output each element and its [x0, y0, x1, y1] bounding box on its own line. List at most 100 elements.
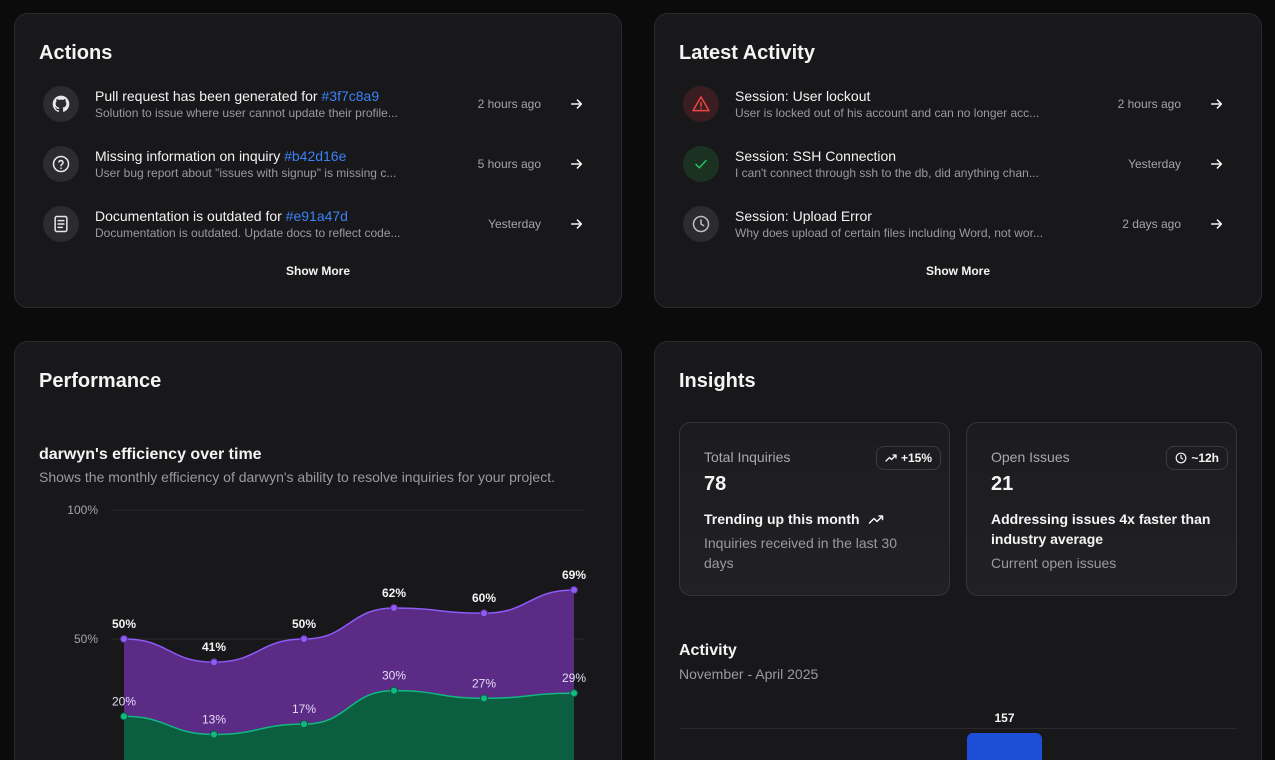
trending-up-icon	[868, 515, 883, 524]
activity-row-ssh-connection[interactable]: Session: SSH Connection I can't connect …	[679, 142, 1237, 186]
action-row-documentation[interactable]: Documentation is outdated for #e91a47d D…	[39, 202, 597, 246]
data-label-upper: 41%	[202, 640, 226, 654]
check-icon	[683, 146, 719, 182]
action-subtitle: Documentation is outdated. Update docs t…	[95, 226, 401, 240]
activity-subtitle: I can't connect through ssh to the db, d…	[735, 166, 1039, 180]
stat-label: Total Inquiries	[704, 449, 791, 465]
data-point-upper	[480, 609, 488, 618]
data-label-upper: 69%	[562, 568, 586, 582]
data-label-lower: 27%	[472, 676, 496, 690]
activity-row-user-lockout[interactable]: Session: User lockout User is locked out…	[679, 82, 1237, 126]
actions-card: Actions Pull request has been generated …	[14, 13, 622, 308]
activity-show-more-button[interactable]: Show More	[925, 264, 990, 278]
action-title: Missing information on inquiry #b42d16e	[95, 148, 347, 164]
data-label-lower: 17%	[292, 702, 316, 716]
arrow-right-icon[interactable]	[1207, 154, 1227, 174]
data-point-upper	[120, 635, 128, 643]
performance-card: Performance darwyn's efficiency over tim…	[14, 341, 622, 760]
line-series-upper	[123, 589, 575, 663]
actions-show-more-button[interactable]: Show More	[285, 264, 350, 278]
data-point-upper	[570, 585, 578, 594]
activity-chart-gridline	[679, 728, 1237, 729]
data-label-upper: 62%	[382, 586, 406, 600]
action-time: Yesterday	[488, 217, 541, 231]
insights-card: Insights Total Inquiries +15% 78 Trendin…	[654, 341, 1262, 760]
commit-link[interactable]: #e91a47d	[285, 208, 348, 224]
activity-row-upload-error[interactable]: Session: Upload Error Why does upload of…	[679, 202, 1237, 246]
action-row-pull-request[interactable]: Pull request has been generated for #3f7…	[39, 82, 597, 126]
chart-title: darwyn's efficiency over time	[39, 446, 262, 463]
activity-subtitle: User is locked out of his account and ca…	[735, 106, 1040, 120]
arrow-right-icon[interactable]	[567, 94, 587, 114]
arrow-right-icon[interactable]	[567, 154, 587, 174]
trending-up-icon	[885, 454, 897, 462]
actions-title: Actions	[39, 42, 113, 64]
question-icon	[43, 146, 79, 182]
latest-activity-title: Latest Activity	[679, 42, 815, 64]
data-point-lower	[480, 694, 488, 703]
activity-time: 2 days ago	[1122, 217, 1181, 231]
clock-icon	[1175, 452, 1187, 464]
data-point-lower	[300, 720, 308, 729]
data-label-lower: 29%	[562, 671, 586, 685]
activity-time: Yesterday	[1128, 157, 1181, 171]
action-subtitle: Solution to issue where user cannot upda…	[95, 106, 398, 120]
activity-bar	[967, 733, 1042, 760]
data-point-upper	[300, 635, 308, 643]
data-point-upper	[210, 658, 218, 667]
efficiency-area-chart: 100% 50% 50% 41% 50% 62% 60% 69% 20% 13% 17% 30% 27%…	[67, 503, 586, 760]
stat-headline: Addressing issues 4x faster than industr…	[991, 511, 1211, 547]
data-point-lower	[390, 686, 398, 695]
activity-subtitle: Why does upload of certain files includi…	[735, 226, 1043, 240]
trend-badge: +15%	[875, 446, 941, 470]
y-tick-label: 50%	[74, 632, 98, 646]
action-row-missing-info[interactable]: Missing information on inquiry #b42d16e …	[39, 142, 597, 186]
data-point-lower	[570, 689, 578, 698]
stat-value: 78	[704, 473, 727, 495]
open-issues-card: Open Issues ~12h 21 Addressing issues 4x…	[966, 422, 1237, 596]
stat-label: Open Issues	[991, 449, 1070, 465]
performance-title: Performance	[39, 370, 162, 392]
inquiry-link[interactable]: #b42d16e	[284, 148, 347, 164]
stat-note: Inquiries received in the last 30 days	[704, 535, 897, 571]
insights-title: Insights	[679, 370, 756, 392]
activity-time: 2 hours ago	[1117, 97, 1181, 111]
data-label-upper: 50%	[292, 617, 316, 631]
total-inquiries-card: Total Inquiries +15% 78 Trending up this…	[679, 422, 950, 596]
activity-chart-range: November - April 2025	[679, 666, 819, 682]
action-title: Pull request has been generated for #3f7…	[95, 88, 380, 104]
activity-chart-title: Activity	[679, 642, 737, 659]
arrow-right-icon[interactable]	[567, 214, 587, 234]
arrow-right-icon[interactable]	[1207, 214, 1227, 234]
action-time: 2 hours ago	[477, 97, 541, 111]
activity-title: Session: Upload Error	[735, 208, 872, 224]
activity-title: Session: User lockout	[735, 88, 871, 104]
activity-title: Session: SSH Connection	[735, 148, 897, 164]
chart-description: Shows the monthly efficiency of darwyn's…	[39, 469, 555, 485]
arrow-right-icon[interactable]	[1207, 94, 1227, 114]
stat-note: Current open issues	[991, 555, 1117, 571]
time-badge: ~12h	[1166, 446, 1228, 470]
alert-triangle-icon	[683, 86, 719, 122]
stat-value: 21	[991, 473, 1014, 495]
data-label-lower: 13%	[202, 712, 226, 726]
stat-headline: Trending up this month	[704, 509, 929, 529]
data-label-lower: 20%	[112, 694, 136, 708]
y-tick-label: 100%	[67, 503, 98, 517]
data-label-upper: 60%	[472, 591, 496, 605]
activity-bar-label: 157	[994, 711, 1015, 725]
github-icon	[43, 86, 79, 122]
latest-activity-card: Latest Activity Session: User lockout Us…	[654, 13, 1262, 308]
line-series-lower	[123, 689, 575, 736]
commit-link[interactable]: #3f7c8a9	[321, 88, 380, 104]
action-time: 5 hours ago	[477, 157, 541, 171]
clock-icon	[683, 206, 719, 242]
data-label-upper: 50%	[112, 617, 136, 631]
action-title: Documentation is outdated for #e91a47d	[95, 208, 348, 224]
area-series-lower	[124, 690, 574, 760]
data-point-lower	[210, 730, 218, 739]
data-point-upper	[390, 604, 398, 613]
data-label-lower: 30%	[382, 669, 406, 683]
action-subtitle: User bug report about "issues with signu…	[95, 166, 397, 180]
book-icon	[43, 206, 79, 242]
